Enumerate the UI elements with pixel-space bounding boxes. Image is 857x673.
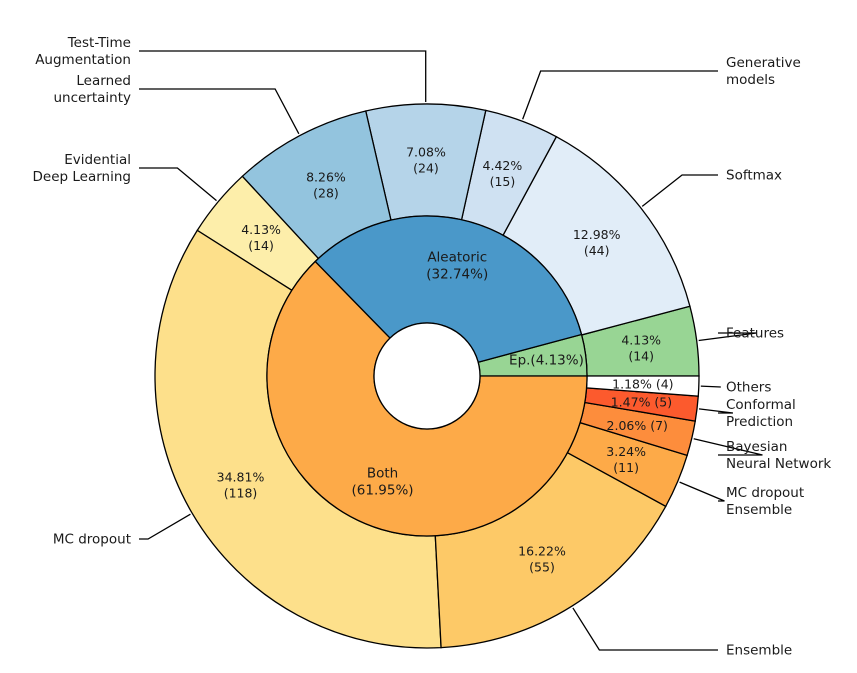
category-label-learned-uncertainty: Learned uncertainty xyxy=(53,73,131,106)
outer-value-generative-models: 4.42% (15) xyxy=(483,158,523,189)
inner-ring xyxy=(266,215,588,537)
category-label-others: Others xyxy=(726,380,771,396)
outer-value-features: 4.13% (14) xyxy=(621,333,661,364)
outer-value-evidential-deep-learning: 4.13% (14) xyxy=(241,222,281,253)
outer-value-softmax: 12.98% (44) xyxy=(573,227,621,258)
outer-ring xyxy=(154,103,700,649)
leader-line-others xyxy=(700,385,721,388)
outer-value-mc-dropout: 34.81% (118) xyxy=(217,469,265,500)
outer-value-others: 1.18% (4) xyxy=(612,377,673,392)
category-label-mc-dropout-ensemble: MC dropout Ensemble xyxy=(726,485,804,518)
leader-line-mc-dropout-ensemble xyxy=(679,481,725,502)
leader-line-bayesian-neural-network xyxy=(693,438,763,456)
leader-line-ensemble xyxy=(572,607,718,651)
inner-label-aleatoric: Aleatoric (32.74%) xyxy=(426,250,488,283)
category-label-conformal-prediction: Conformal Prediction xyxy=(726,397,796,430)
category-label-softmax: Softmax xyxy=(726,168,782,184)
outer-value-bayesian-neural-network: 2.06% (7) xyxy=(607,418,668,433)
leader-line-softmax xyxy=(641,174,718,207)
leader-line-features xyxy=(698,332,757,342)
inner-label-ep: Ep.(4.13%) xyxy=(509,353,584,369)
leader-lines xyxy=(139,50,763,651)
leader-line-conformal-prediction xyxy=(698,408,734,414)
donut-hole xyxy=(373,322,481,430)
category-label-bayesian-neural-network: Bayesian Neural Network xyxy=(726,439,831,472)
outer-value-ensemble: 16.22% (55) xyxy=(518,543,566,574)
category-label-test-time-augmentation: Test-Time Augmentation xyxy=(35,35,131,68)
category-label-generative-models: Generative models xyxy=(726,55,801,88)
leader-line-evidential-deep-learning xyxy=(139,167,217,202)
outer-value-test-time-augmentation: 7.08% (24) xyxy=(406,145,446,176)
outer-value-learned-uncertainty: 8.26% (28) xyxy=(306,170,346,201)
outer-value-conformal-prediction: 1.47% (5) xyxy=(611,394,672,409)
outer-value-mc-dropout-ensemble: 3.24% (11) xyxy=(606,444,646,475)
category-label-ensemble: Ensemble xyxy=(726,643,792,659)
leader-line-mc-dropout xyxy=(139,513,191,540)
labels: Ep.(4.13%) Aleatoric (32.74%) Both (61.95%) 4… xyxy=(33,35,832,659)
leader-line-test-time-augmentation xyxy=(139,50,427,103)
leader-line-generative-models xyxy=(522,70,718,120)
category-label-evidential-deep-learning: Evidential Deep Learning xyxy=(33,152,131,185)
category-label-features: Features xyxy=(726,326,784,342)
inner-label-both: Both (61.95%) xyxy=(352,466,414,499)
category-label-mc-dropout: MC dropout xyxy=(53,532,131,548)
leader-line-learned-uncertainty xyxy=(139,88,300,135)
